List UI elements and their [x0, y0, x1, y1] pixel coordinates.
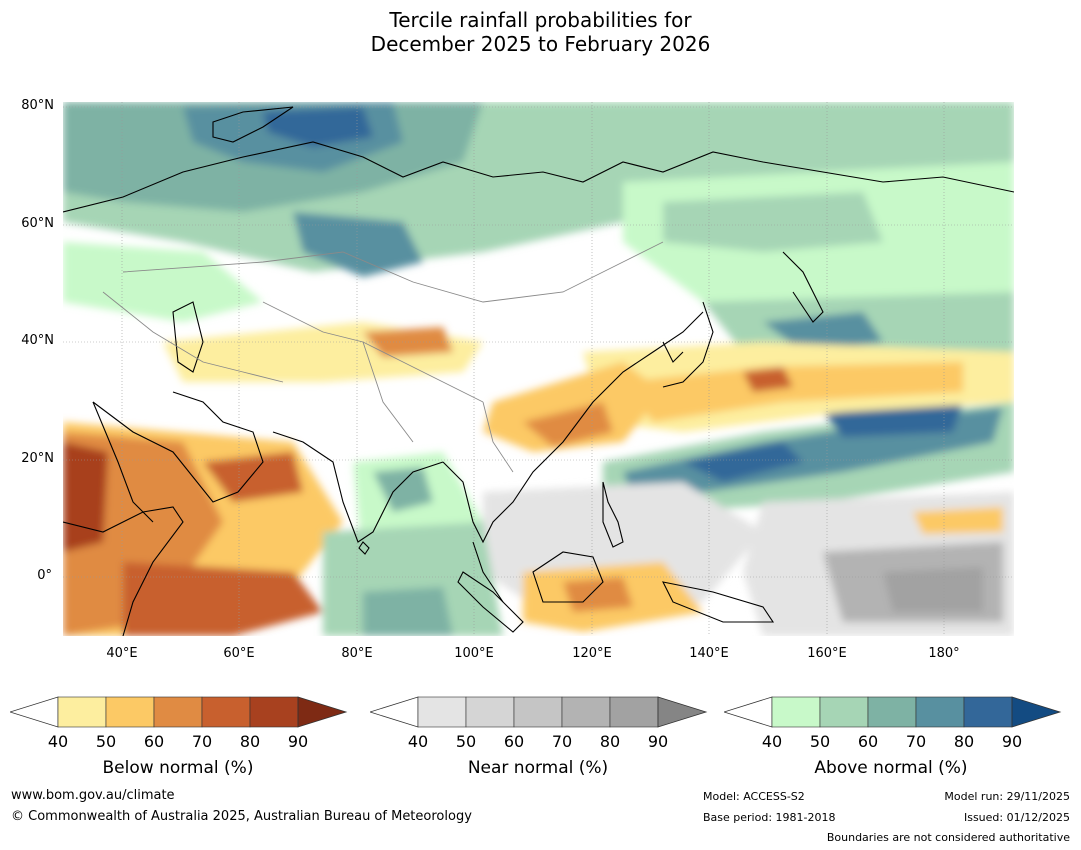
below-over-triangle	[297, 696, 348, 728]
map-canvas	[63, 102, 1014, 636]
copyright-text: © Commonwealth of Australia 2025, Austra…	[11, 809, 472, 824]
lat-label-60n: 60°N	[21, 216, 54, 231]
below-tick-90: 90	[287, 732, 309, 751]
above-swatch-3	[915, 696, 965, 728]
below-tick-60: 60	[143, 732, 165, 751]
below-swatch-1	[105, 696, 155, 728]
above-swatch-2	[867, 696, 917, 728]
above-under-triangle	[724, 696, 773, 728]
near-tick-70: 70	[551, 732, 573, 751]
above-swatch-0	[771, 696, 821, 728]
above-tick-70: 70	[905, 732, 927, 751]
lon-label-140e: 140°E	[689, 646, 729, 661]
above-swatch-4	[963, 696, 1013, 728]
below-tick-50: 50	[95, 732, 117, 751]
lon-label-120e: 120°E	[572, 646, 612, 661]
below-under-triangle	[10, 696, 59, 728]
near-tick-50: 50	[455, 732, 477, 751]
lat-label-20n: 20°N	[21, 451, 54, 466]
title-line-1: Tercile rainfall probabilities for	[389, 8, 692, 32]
near-swatch-4	[609, 696, 659, 728]
near-under-triangle	[370, 696, 419, 728]
near-swatch-0	[417, 696, 467, 728]
graticule	[63, 102, 1014, 636]
above-normal-colorbar	[724, 696, 1062, 728]
issued-text: Issued: 01/12/2025	[963, 811, 1070, 824]
near-normal-label: Near normal (%)	[467, 758, 609, 778]
near-tick-60: 60	[503, 732, 525, 751]
near-tick-40: 40	[407, 732, 429, 751]
below-swatch-4	[249, 696, 299, 728]
near-swatch-3	[561, 696, 611, 728]
above-swatch-1	[819, 696, 869, 728]
website-link[interactable]: www.bom.gov.au/climate	[11, 788, 175, 803]
above-tick-50: 50	[809, 732, 831, 751]
below-tick-70: 70	[191, 732, 213, 751]
below-normal-label: Below normal (%)	[102, 758, 254, 778]
near-tick-90: 90	[647, 732, 669, 751]
lat-label-80n: 80°N	[21, 98, 54, 113]
below-normal-colorbar	[10, 696, 348, 728]
above-tick-80: 80	[953, 732, 975, 751]
above-over-triangle	[1011, 696, 1062, 728]
map-title: Tercile rainfall probabilities for Decem…	[0, 8, 1081, 56]
below-swatch-0	[57, 696, 107, 728]
below-swatch-3	[201, 696, 251, 728]
near-swatch-1	[465, 696, 515, 728]
lat-label-equator: 0°	[37, 568, 52, 583]
boundaries-disclaimer: Boundaries are not considered authoritat…	[826, 831, 1070, 844]
near-tick-80: 80	[599, 732, 621, 751]
base-period-text: Base period: 1981-2018	[703, 811, 836, 824]
below-tick-40: 40	[47, 732, 69, 751]
lat-label-40n: 40°N	[21, 333, 54, 348]
below-tick-80: 80	[239, 732, 261, 751]
near-over-triangle	[657, 696, 708, 728]
lon-label-160e: 160°E	[807, 646, 847, 661]
lon-label-80e: 80°E	[341, 646, 373, 661]
lon-label-100e: 100°E	[454, 646, 494, 661]
lon-label-40e: 40°E	[106, 646, 138, 661]
near-normal-colorbar	[370, 696, 708, 728]
probability-map	[63, 102, 1014, 636]
above-tick-40: 40	[761, 732, 783, 751]
national-boundaries	[102, 241, 664, 473]
above-tick-60: 60	[857, 732, 879, 751]
above-tick-90: 90	[1001, 732, 1023, 751]
below-swatch-2	[153, 696, 203, 728]
above-normal-label: Above normal (%)	[814, 758, 968, 778]
model-text: Model: ACCESS-S2	[703, 790, 805, 803]
lon-label-60e: 60°E	[223, 646, 255, 661]
probability-fields	[63, 102, 1014, 636]
title-line-2: December 2025 to February 2026	[370, 32, 711, 56]
coastlines	[63, 106, 1014, 636]
model-run-text: Model run: 29/11/2025	[944, 790, 1070, 803]
lon-label-180: 180°	[928, 646, 960, 661]
near-swatch-2	[513, 696, 563, 728]
